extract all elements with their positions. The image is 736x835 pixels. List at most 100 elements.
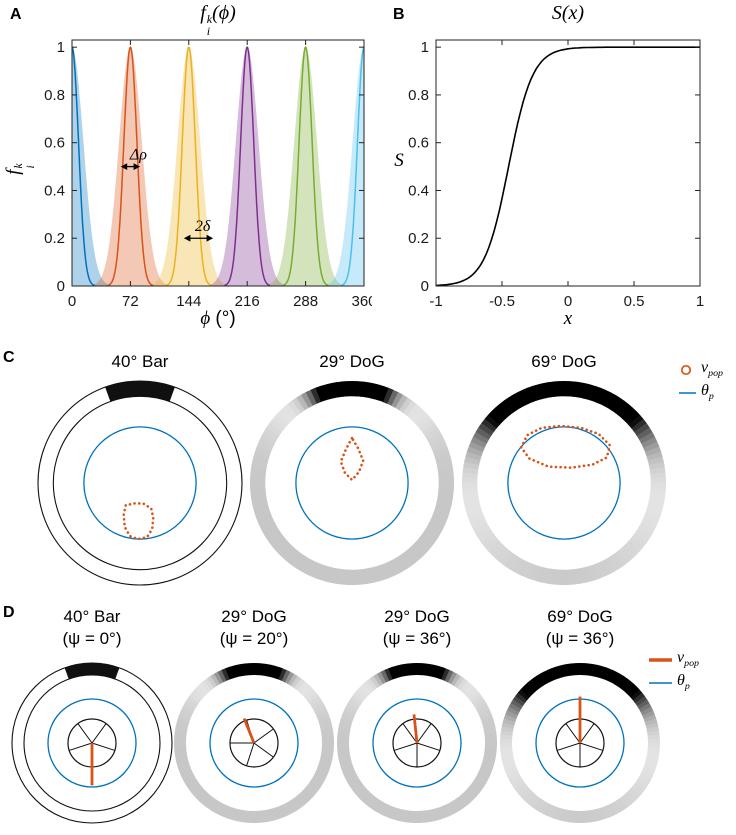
vpop-needle <box>242 717 256 744</box>
wheel-spoke <box>565 723 581 744</box>
theta-p-label: θp <box>701 381 714 403</box>
panel-label-b: B <box>393 6 405 23</box>
tuning-curve <box>72 46 96 286</box>
tuning-curve <box>107 46 154 286</box>
wheel-spoke <box>557 742 581 751</box>
y-tick-label: 0.2 <box>408 230 429 247</box>
c-title-2: 29° DoG <box>319 352 385 371</box>
d-subtitle-4: (ψ = 36°) <box>545 629 615 648</box>
wheel-spoke <box>246 742 255 766</box>
x-tick-label: 0 <box>68 293 76 310</box>
wheel-spoke <box>579 723 595 744</box>
panel-label-d: D <box>3 604 15 621</box>
vpop-needle <box>412 714 419 744</box>
x-tick-label: 72 <box>122 293 139 310</box>
stimulus-circle-c-1 <box>37 380 243 586</box>
d-title-4: 69° DoG <box>547 607 613 626</box>
annotation-label: 2δ <box>195 218 211 235</box>
x-tick-label: 360 <box>351 293 372 310</box>
y-tick-label: 0 <box>421 278 429 295</box>
y-tick-label: 0.8 <box>44 87 65 104</box>
y-tick-label: 0 <box>57 278 65 295</box>
d-title-2: 29° DoG <box>221 607 287 626</box>
legend-c: vpop θp <box>678 358 723 404</box>
y-tick-label: 1 <box>57 39 65 56</box>
d-subtitle-2: (ψ = 20°) <box>219 629 289 648</box>
x-tick-label: 216 <box>235 293 260 310</box>
tuning-curve <box>165 46 212 286</box>
wheel-spoke <box>416 742 440 751</box>
legend-c-thetap: θp <box>678 381 723 404</box>
y-tick-label: 0.2 <box>44 230 65 247</box>
stimulus-circle-d-4 <box>499 662 661 824</box>
theta-p-circle <box>47 698 137 788</box>
wheel-spoke <box>91 742 115 751</box>
theta-p-line-icon <box>649 681 672 684</box>
wheel-spoke <box>77 723 93 744</box>
vpop-contour <box>339 436 365 482</box>
stimulus-circle-d-2 <box>173 662 335 824</box>
y-tick-label: 0.6 <box>408 135 429 152</box>
tuning-curve <box>340 46 364 286</box>
theta-p-circle <box>372 698 462 788</box>
panel-b-xlabel: x <box>563 308 573 329</box>
d-title-3: 29° DoG <box>384 607 450 626</box>
stimulus-circle-d-3 <box>336 662 498 824</box>
panel-b-ylabel: S <box>394 150 404 171</box>
title-a-arg: (ϕ) <box>212 2 236 24</box>
xlabel-a-base: ϕ <box>200 308 211 329</box>
bar-stimulus-arc <box>105 381 175 402</box>
c-title-3: 69° DoG <box>531 352 597 371</box>
title-a-base: f <box>200 2 206 24</box>
tuning-band <box>152 47 226 286</box>
wheel-spoke <box>253 742 274 758</box>
vpop-contour <box>519 424 612 469</box>
tuning-band <box>72 47 109 286</box>
x-tick-label: -0.5 <box>489 293 515 310</box>
wheel-spoke <box>416 723 432 744</box>
tuning-curves-plot: Δρ 2δ 0 72 144 216 288 360 0 0.2 0.4 0.6 0.8 1 <box>44 39 372 310</box>
d-subtitle-1: (ψ = 0°) <box>62 629 122 648</box>
y-tick-label: 1 <box>421 39 429 56</box>
legend-d-vpop: vpop <box>648 648 699 671</box>
y-tick-label: 0.4 <box>44 182 65 199</box>
annotation-label: Δρ <box>129 147 147 164</box>
panel-label-c: C <box>3 349 15 366</box>
sigmoid-plot: -1 -0.5 0 0.5 1 0 0.2 0.4 0.6 0.8 1 <box>408 39 704 310</box>
x-tick-label: 0 <box>564 293 572 310</box>
panel-label-a: A <box>10 6 22 23</box>
y-tick-label: 0.8 <box>408 87 429 104</box>
vpop-label: vpop <box>701 358 723 380</box>
legend-d-thetap: θp <box>648 671 699 694</box>
tuning-curve <box>224 46 271 286</box>
panel-b-title: S(x) <box>551 2 585 24</box>
theta-p-circle <box>209 698 299 788</box>
y-tick-label: 0.4 <box>408 182 429 199</box>
theta-p-circle <box>295 426 409 540</box>
tuning-band <box>327 47 364 286</box>
stimulus-circle-c-2 <box>249 380 455 586</box>
vpop-label: vpop <box>677 648 699 670</box>
x-tick-label: 0.5 <box>624 293 645 310</box>
theta-p-line-icon <box>679 391 696 394</box>
wheel-spoke <box>402 723 418 744</box>
title-a-sup: k <box>206 11 213 26</box>
x-tick-label: 144 <box>176 293 201 310</box>
stimulus-circle-d-1 <box>11 662 173 824</box>
stimulus-circle-c-3 <box>461 380 667 586</box>
x-tick-label: 288 <box>293 293 318 310</box>
wheel-spoke <box>579 742 603 751</box>
wheel-spoke <box>253 728 274 744</box>
d-subtitle-3: (ψ = 36°) <box>382 629 452 648</box>
tuning-band <box>269 47 342 286</box>
legend-c-vpop: vpop <box>678 358 723 381</box>
c-title-1: 40° Bar <box>111 352 169 371</box>
d-title-1: 40° Bar <box>63 607 121 626</box>
ylabel-a-base: f <box>2 169 24 175</box>
wheel-spoke <box>69 742 93 751</box>
xlabel-a-unit: (°) <box>210 308 236 329</box>
vpop-thick-line-icon <box>649 657 672 662</box>
panel-a-xlabel: ϕ (°) <box>72 308 364 330</box>
title-a-sub: i <box>206 23 211 38</box>
